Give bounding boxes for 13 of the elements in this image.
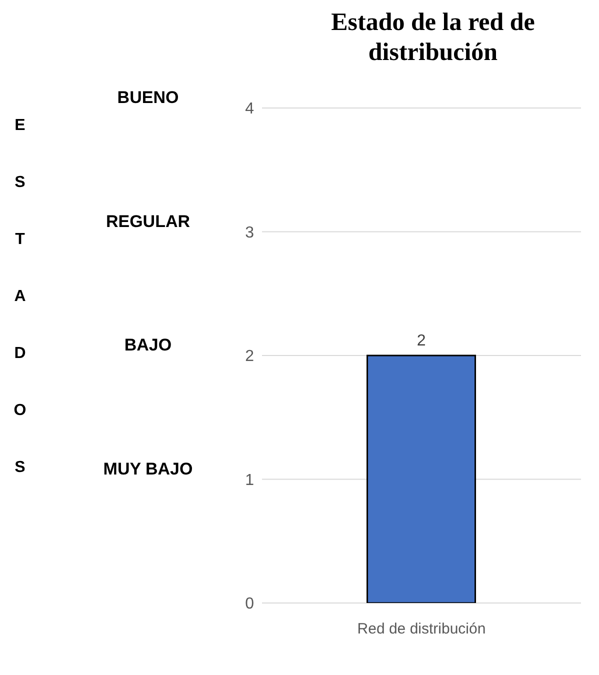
- y-tick-label: 3: [245, 224, 254, 242]
- y-tick-label: 4: [245, 100, 254, 118]
- x-tick-label: Red de distribución: [357, 620, 486, 638]
- y-tick-label: 2: [245, 348, 254, 366]
- data-label: 2: [416, 332, 426, 350]
- chart-title: Estado de la red de distribución: [330, 8, 536, 68]
- text: REGULAR: [106, 212, 190, 231]
- y-tick-label: 0: [245, 596, 254, 613]
- text: ESTADOS: [14, 117, 26, 476]
- text: BUENO: [117, 88, 179, 107]
- y-tick-label: 1: [245, 472, 254, 489]
- text: MUY BAJO: [103, 459, 193, 478]
- text: BAJO: [124, 336, 172, 354]
